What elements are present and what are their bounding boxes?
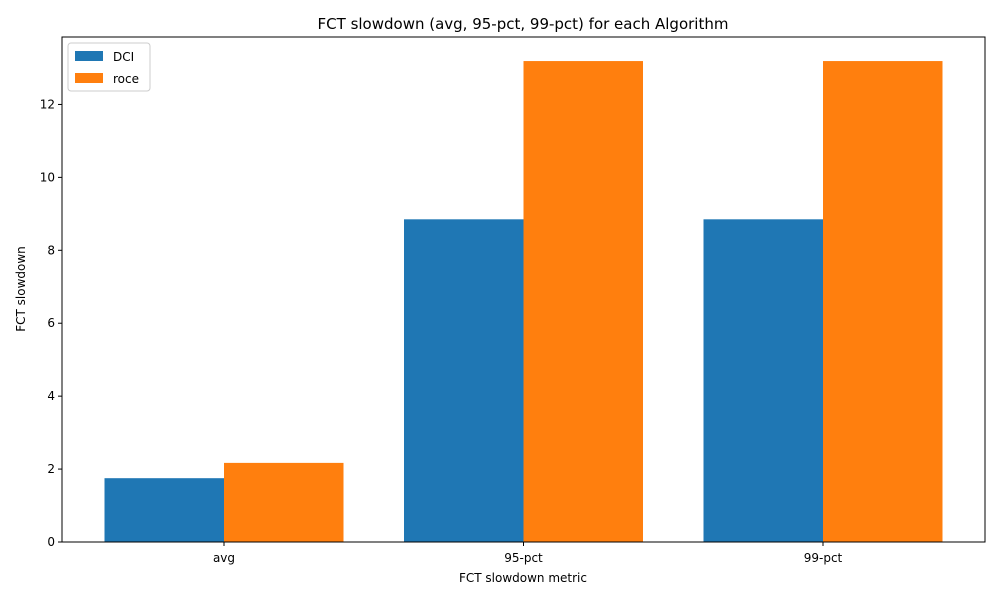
y-tick-label: 12 (40, 97, 55, 111)
legend-label-roce: roce (113, 72, 139, 86)
y-tick-label: 6 (47, 316, 55, 330)
x-axis-label: FCT slowdown metric (459, 571, 587, 585)
y-tick-label: 4 (47, 389, 55, 403)
chart-title: FCT slowdown (avg, 95-pct, 99-pct) for e… (318, 15, 729, 33)
y-axis-label: FCT slowdown (14, 246, 28, 332)
plot-frame (61, 36, 986, 543)
x-tick-label: 99-pct (804, 551, 843, 565)
legend-swatch-roce (75, 73, 103, 83)
plot-area: avg 95-pct 99-pct 0 2 4 6 8 10 12 (40, 36, 986, 565)
legend: DCI roce (67, 42, 151, 92)
legend-label-dci: DCI (113, 50, 134, 64)
bar-dci-avg (104, 478, 224, 542)
bar-roce-99-pct (823, 61, 943, 543)
bar-roce-95-pct (523, 61, 643, 543)
legend-swatch-dci (75, 51, 103, 61)
y-tick-label: 0 (47, 535, 55, 549)
bar-dci-99-pct (703, 219, 823, 542)
bar-dci-95-pct (404, 219, 524, 542)
y-tick-label: 8 (47, 243, 55, 257)
y-tick-label: 2 (47, 462, 55, 476)
x-tick-label: avg (213, 551, 235, 565)
x-tick-label: 95-pct (504, 551, 543, 565)
bar-roce-avg (224, 462, 344, 542)
y-tick-label: 10 (40, 170, 55, 184)
